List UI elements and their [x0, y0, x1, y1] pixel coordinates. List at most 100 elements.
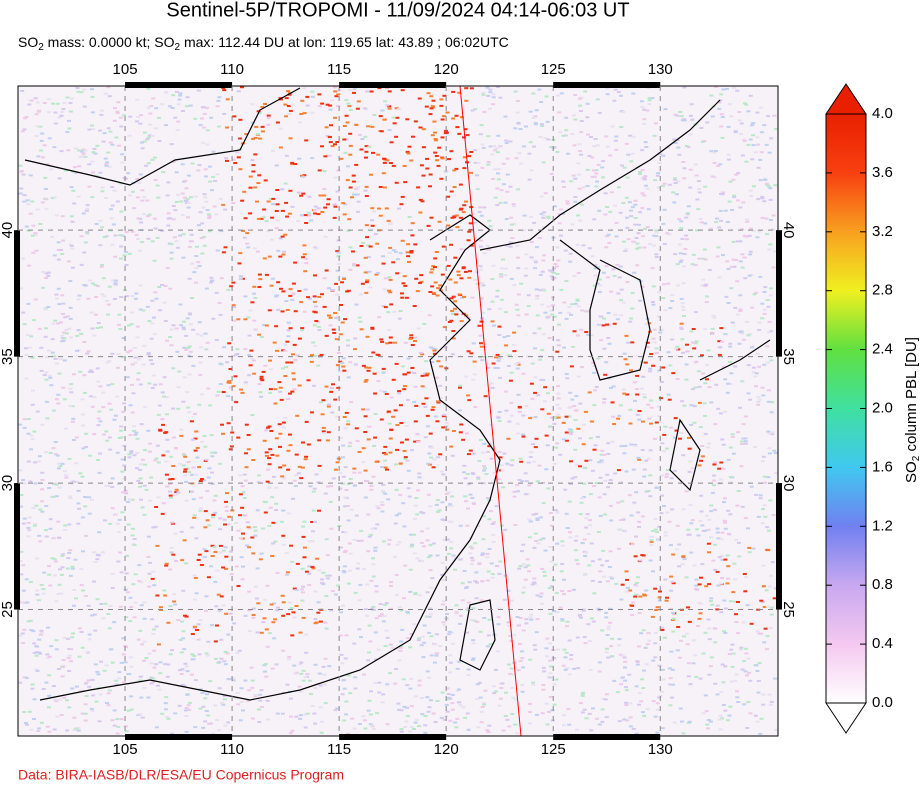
- speckle: [399, 730, 404, 733]
- speckle: [552, 703, 557, 706]
- speckle: [430, 105, 435, 108]
- speckle: [655, 708, 660, 711]
- speckle: [26, 432, 31, 435]
- speckle: [578, 402, 583, 405]
- speckle: [625, 363, 630, 366]
- speckle: [621, 388, 626, 391]
- speckle: [19, 187, 24, 190]
- speckle: [257, 137, 262, 140]
- speckle: [259, 552, 264, 555]
- speckle: [644, 323, 649, 325]
- speckle: [28, 212, 33, 215]
- speckle: [445, 538, 450, 541]
- speckle: [342, 369, 347, 372]
- speckle: [469, 87, 474, 90]
- speckle: [48, 584, 53, 587]
- speckle: [288, 288, 293, 291]
- speckle: [281, 290, 286, 293]
- speckle: [488, 107, 492, 110]
- speckle: [47, 573, 52, 576]
- speckle: [406, 469, 411, 472]
- speckle: [36, 599, 41, 602]
- speckle: [602, 575, 607, 578]
- speckle: [184, 707, 189, 709]
- speckle: [523, 566, 528, 569]
- speckle: [442, 94, 447, 97]
- speckle: [681, 161, 686, 163]
- speckle: [241, 491, 246, 494]
- speckle: [456, 660, 461, 663]
- speckle: [460, 296, 464, 299]
- speckle: [171, 465, 176, 467]
- speckle: [630, 152, 635, 155]
- speckle: [722, 599, 727, 602]
- speckle: [492, 692, 497, 695]
- speckle: [274, 509, 278, 511]
- speckle: [76, 727, 81, 730]
- speckle: [442, 718, 447, 721]
- speckle: [163, 285, 168, 287]
- speckle: [457, 622, 462, 625]
- speckle: [112, 724, 117, 727]
- speckle: [710, 491, 715, 494]
- speckle: [160, 284, 164, 286]
- speckle: [95, 598, 100, 601]
- speckle: [139, 114, 144, 117]
- speckle: [486, 731, 491, 733]
- speckle: [765, 526, 770, 529]
- speckle: [689, 522, 694, 525]
- speckle: [661, 222, 666, 225]
- speckle: [663, 108, 668, 111]
- speckle: [29, 99, 34, 102]
- speckle: [327, 136, 332, 139]
- speckle: [182, 539, 187, 542]
- speckle: [602, 453, 607, 456]
- speckle: [365, 583, 370, 586]
- speckle: [488, 643, 493, 646]
- speckle: [213, 640, 218, 643]
- speckle: [340, 361, 345, 364]
- speckle: [608, 576, 613, 578]
- speckle: [87, 163, 92, 166]
- speckle: [571, 174, 576, 177]
- speckle: [161, 502, 166, 505]
- speckle: [609, 519, 614, 522]
- speckle: [773, 184, 778, 187]
- speckle: [157, 688, 162, 691]
- speckle: [468, 270, 472, 273]
- speckle: [537, 237, 542, 239]
- speckle: [675, 524, 680, 527]
- speckle: [684, 363, 689, 366]
- speckle: [61, 339, 66, 342]
- speckle: [496, 616, 501, 619]
- speckle: [727, 653, 732, 655]
- speckle: [460, 582, 465, 585]
- speckle: [348, 109, 353, 112]
- speckle: [198, 124, 203, 127]
- speckle: [133, 433, 138, 436]
- speckle: [341, 202, 346, 205]
- speckle: [95, 670, 100, 673]
- speckle: [142, 140, 147, 143]
- speckle: [27, 516, 32, 519]
- speckle: [640, 192, 645, 195]
- speckle: [517, 325, 522, 328]
- speckle: [669, 426, 674, 429]
- speckle: [745, 220, 750, 223]
- speckle: [458, 524, 463, 527]
- speckle: [115, 110, 120, 113]
- speckle: [447, 491, 452, 494]
- speckle: [364, 195, 369, 197]
- speckle: [51, 685, 56, 687]
- speckle: [276, 308, 280, 311]
- speckle: [478, 696, 483, 699]
- speckle: [426, 92, 431, 95]
- speckle: [140, 199, 145, 202]
- speckle: [591, 620, 596, 623]
- speckle: [190, 653, 195, 656]
- speckle: [437, 146, 442, 149]
- speckle: [118, 234, 123, 237]
- speckle: [62, 696, 67, 699]
- speckle: [348, 186, 353, 189]
- speckle: [301, 616, 306, 619]
